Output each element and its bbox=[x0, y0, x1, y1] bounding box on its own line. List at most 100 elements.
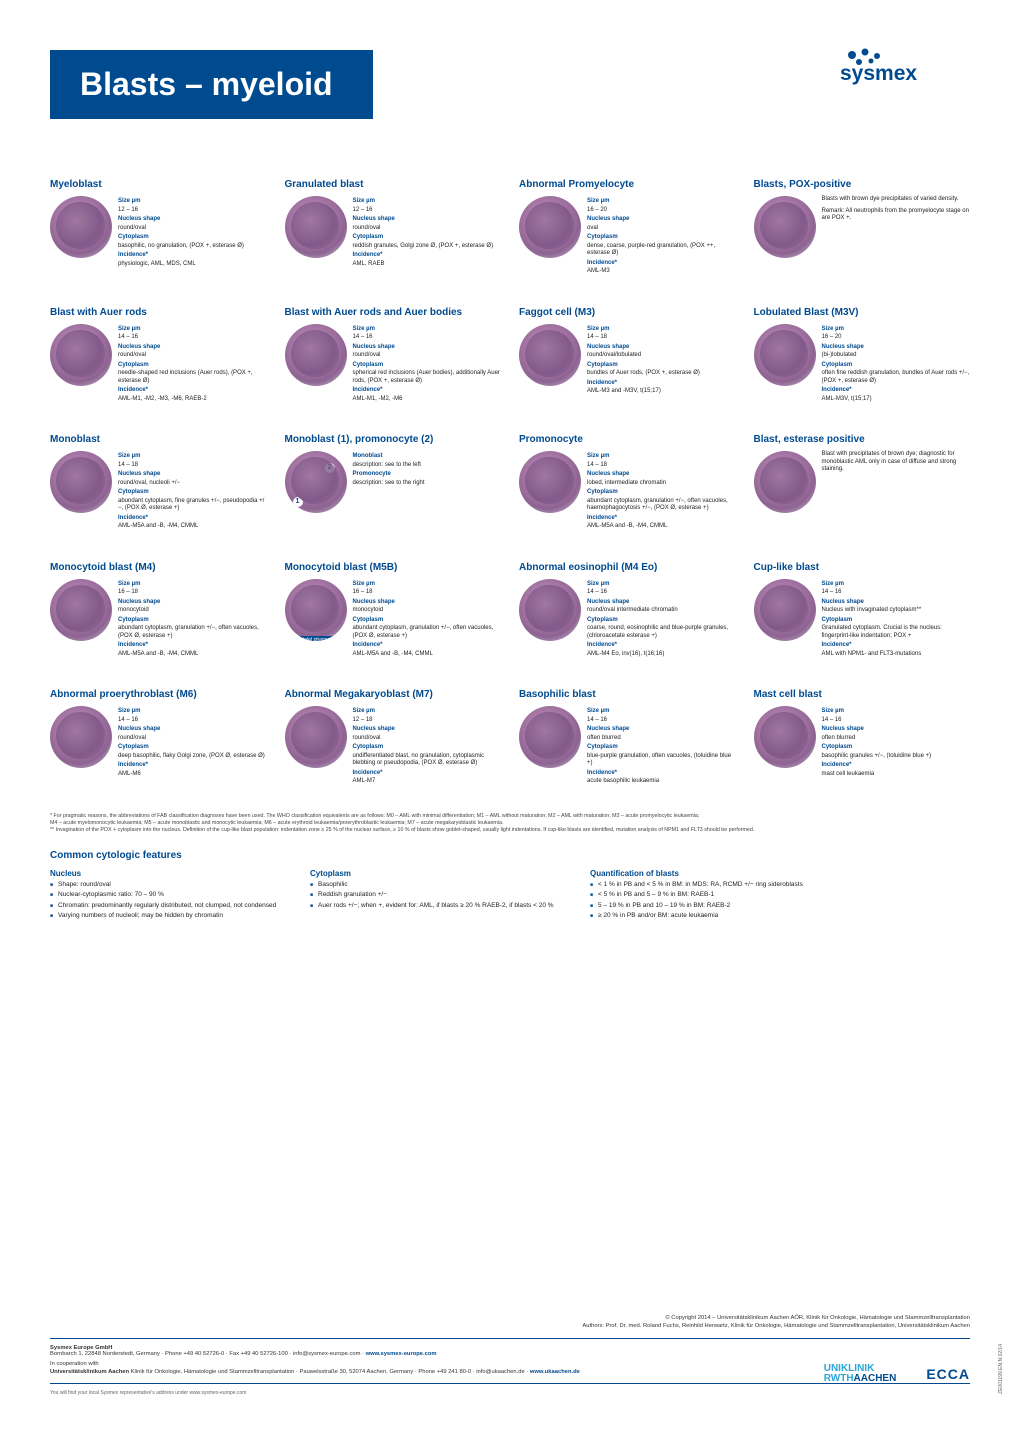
cell: Blast with Auer rodsSize µm14 – 16Nucleu… bbox=[50, 307, 267, 405]
feature-item: Varying numbers of nucleoli; may be hidd… bbox=[50, 912, 290, 920]
info-value: 14 – 16 bbox=[587, 717, 736, 725]
feature-item: Chromatin: predominantly regularly distr… bbox=[50, 902, 290, 910]
cell-title: Blasts, POX-positive bbox=[754, 179, 971, 190]
cell: Abnormal proerythroblast (M6)Size µm14 –… bbox=[50, 689, 267, 787]
cell-body: Size µm14 – 16Nucleus shapeNucleus with … bbox=[754, 579, 971, 660]
info-value: round/oval bbox=[118, 225, 267, 233]
cell-title: Monocytoid blast (M4) bbox=[50, 562, 267, 573]
cell-info: Size µm16 – 20Nucleus shape(bi-)lobulate… bbox=[822, 324, 971, 405]
info-value: AML-M5A and -B, -M4, CMML bbox=[118, 651, 267, 659]
cell-body: Size µm14 – 16Nucleus shapeoften blurred… bbox=[519, 706, 736, 787]
company-url[interactable]: www.sysmex-europe.com bbox=[366, 1351, 437, 1357]
info-label: Incidence* bbox=[822, 762, 971, 770]
info-value: AML-M3V, t(15;17) bbox=[822, 396, 971, 404]
info-label: Size µm bbox=[587, 581, 736, 589]
cell-image bbox=[519, 324, 581, 386]
cell-title: Monoblast (1), promonocyte (2) bbox=[285, 434, 502, 445]
feature-item: 5 – 19 % in PB and 10 – 19 % in BM: RAEB… bbox=[590, 902, 970, 910]
cell-info: Size µm14 – 16Nucleus shapeoften blurred… bbox=[822, 706, 971, 779]
info-label: Size µm bbox=[353, 326, 502, 334]
cell-body: Size µm16 – 20Nucleus shapeovalCytoplasm… bbox=[519, 196, 736, 277]
cell: Lobulated Blast (M3V)Size µm16 – 20Nucle… bbox=[754, 307, 971, 405]
info-label: Incidence* bbox=[587, 380, 736, 388]
coop-url[interactable]: www.ukaachen.de bbox=[530, 1369, 580, 1375]
cell-info: Size µm14 – 16Nucleus shaperound/ovalCyt… bbox=[118, 706, 267, 779]
info-label: Cytoplasm bbox=[822, 744, 971, 752]
rep-note: You will find your local Sysmex represen… bbox=[50, 1390, 246, 1396]
cell-image bbox=[285, 706, 347, 768]
info-label: Size µm bbox=[587, 326, 736, 334]
copyright: © Copyright 2014 – Universitätsklinikum … bbox=[50, 1315, 970, 1323]
cell-info: Size µm12 – 16Nucleus shaperound/ovalCyt… bbox=[118, 196, 267, 269]
info-label: Incidence* bbox=[587, 770, 736, 778]
cell: Blast with Auer rods and Auer bodiesSize… bbox=[285, 307, 502, 405]
cell-image: 12 bbox=[285, 451, 347, 513]
info-label: Nucleus shape bbox=[822, 344, 971, 352]
doc-id: ZE001199.EN.N.02/14 bbox=[998, 1344, 1004, 1394]
footnote-line: M4 – acute myelomonocytic leukaemia; M5 … bbox=[50, 820, 970, 827]
cell: Blast, esterase positiveBlast with preci… bbox=[754, 434, 971, 532]
cell-body: Size µm14 – 16Nucleus shapeoften blurred… bbox=[754, 706, 971, 779]
info-label: Nucleus shape bbox=[587, 216, 736, 224]
info-value: round/oval, nucleoli +/− bbox=[118, 480, 267, 488]
info-label: Cytoplasm bbox=[118, 362, 267, 370]
cell-info: Size µm14 – 18Nucleus shaperound/oval/lo… bbox=[587, 324, 736, 397]
info-label: Nucleus shape bbox=[353, 599, 502, 607]
info-label: Nucleus shape bbox=[353, 216, 502, 224]
cell-image bbox=[754, 196, 816, 258]
uniklinik-logo: UNIKLINIK RWTHAACHEN bbox=[824, 1364, 897, 1384]
cell-body: Blasts with brown dye precipitates of va… bbox=[754, 196, 971, 258]
features-grid: Nucleus Shape: round/ovalNuclear-cytopla… bbox=[50, 869, 970, 923]
info-label: Incidence* bbox=[118, 762, 267, 770]
cell-body: Size µm14 – 16Nucleus shaperound/ovalCyt… bbox=[285, 324, 502, 405]
info-label: Size µm bbox=[118, 581, 267, 589]
cell-title: Blast, esterase positive bbox=[754, 434, 971, 445]
cell: Abnormal eosinophil (M4 Eo)Size µm14 – 1… bbox=[519, 562, 736, 660]
info-label: Incidence* bbox=[822, 387, 971, 395]
info-label: Cytoplasm bbox=[822, 362, 971, 370]
info-value: AML with NPM1- and FLT3-mutations bbox=[822, 651, 971, 659]
cell-info: Monoblastdescription: see to the leftPro… bbox=[353, 451, 502, 513]
info-text: Blasts with brown dye precipitates of va… bbox=[822, 196, 971, 204]
info-label: Cytoplasm bbox=[118, 234, 267, 242]
info-value: abundant cytoplasm, granulation +/−, oft… bbox=[118, 625, 267, 640]
feature-item: Nuclear-cytoplasmic ratio: 70 – 90 % bbox=[50, 891, 290, 899]
info-label: Cytoplasm bbox=[822, 617, 971, 625]
info-value: monocytoid bbox=[118, 607, 267, 615]
info-label: Incidence* bbox=[353, 642, 502, 650]
cell-image bbox=[50, 579, 112, 641]
cell-title: Cup-like blast bbox=[754, 562, 971, 573]
info-label: Incidence* bbox=[353, 252, 502, 260]
info-value: 12 – 18 bbox=[353, 717, 502, 725]
info-label: Nucleus shape bbox=[587, 344, 736, 352]
info-label: Monoblast bbox=[353, 453, 502, 461]
info-label: Nucleus shape bbox=[587, 471, 736, 479]
info-label: Size µm bbox=[353, 198, 502, 206]
info-value: needle-shaped red inclusions (Auer rods)… bbox=[118, 370, 267, 385]
info-value: often blurred bbox=[587, 735, 736, 743]
cell-image bbox=[519, 451, 581, 513]
info-label: Cytoplasm bbox=[118, 744, 267, 752]
cell-title: Mast cell blast bbox=[754, 689, 971, 700]
info-label: Incidence* bbox=[587, 642, 736, 650]
cell-info: Size µm14 – 16Nucleus shaperound/oval in… bbox=[587, 579, 736, 660]
info-label: Cytoplasm bbox=[353, 744, 502, 752]
cell-title: Myeloblast bbox=[50, 179, 267, 190]
authors: Authors: Prof. Dr. med. Roland Fuchs, Re… bbox=[50, 1323, 970, 1331]
cell: Monoblast (1), promonocyte (2)12Monoblas… bbox=[285, 434, 502, 532]
info-label: Size µm bbox=[118, 708, 267, 716]
cell-title: Blast with Auer rods bbox=[50, 307, 267, 318]
info-value: AML-M6 bbox=[118, 771, 267, 779]
info-value: 16 – 20 bbox=[587, 207, 736, 215]
info-label: Nucleus shape bbox=[353, 344, 502, 352]
cell-body: Size µm16 – 20Nucleus shape(bi-)lobulate… bbox=[754, 324, 971, 405]
cell: Faggot cell (M3)Size µm14 – 18Nucleus sh… bbox=[519, 307, 736, 405]
cell-image bbox=[50, 451, 112, 513]
info-value: AML-M7 bbox=[353, 778, 502, 786]
uk-line2a: RWTH bbox=[824, 1373, 854, 1384]
cell-body: Size µm14 – 16Nucleus shaperound/oval in… bbox=[519, 579, 736, 660]
info-label: Cytoplasm bbox=[587, 617, 736, 625]
cell-body: Size µm14 – 18Nucleus shapelobed, interm… bbox=[519, 451, 736, 532]
info-value: 14 – 18 bbox=[587, 462, 736, 470]
cell: Cup-like blast Size µm14 – 16Nucleus shap… bbox=[754, 562, 971, 660]
